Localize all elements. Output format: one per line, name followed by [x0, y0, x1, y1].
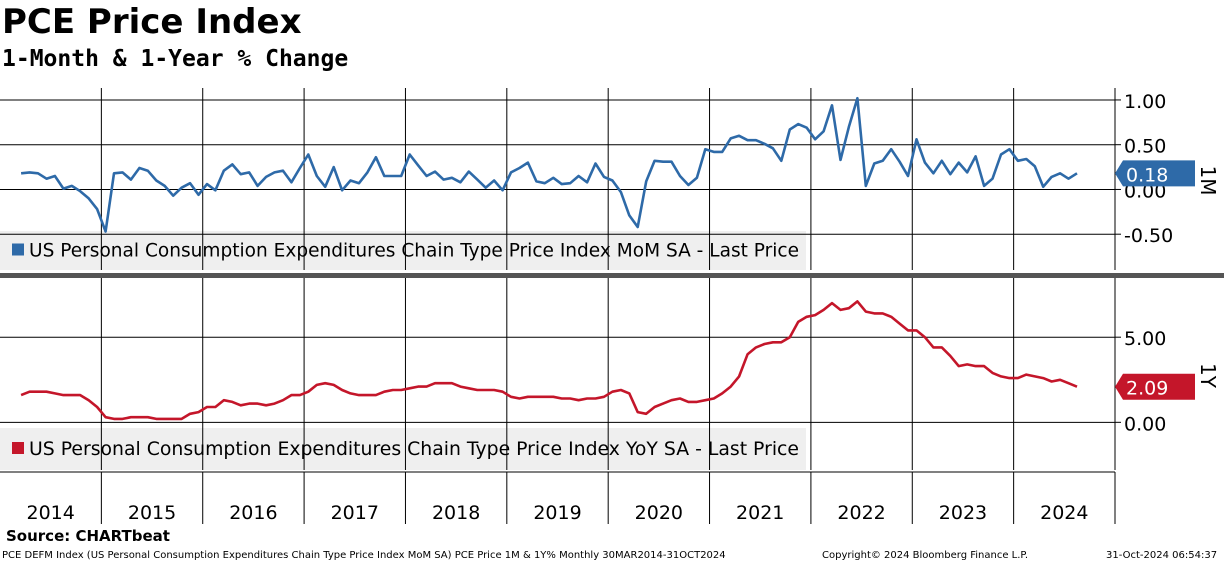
- series-line-1M: [20, 96, 1078, 233]
- x-tick-label: 2015: [128, 502, 176, 524]
- x-tick-label: 2014: [27, 502, 75, 524]
- y-tick-label: 5.00: [1124, 328, 1166, 350]
- panel-label: 1Y: [1196, 363, 1220, 389]
- legend-label: US Personal Consumption Expenditures Cha…: [29, 240, 799, 262]
- x-tick-label: 2024: [1040, 502, 1088, 524]
- x-tick-label: 2017: [331, 502, 379, 524]
- chart-title: PCE Price Index: [2, 2, 302, 42]
- x-tick-label: 2022: [837, 502, 885, 524]
- footer-timestamp: 31-Oct-2024 06:54:37: [1106, 550, 1218, 561]
- footer-copyright: Copyright© 2024 Bloomberg Finance L.P.: [822, 550, 1029, 561]
- x-tick-label: 2020: [635, 502, 683, 524]
- x-tick-label: 2019: [533, 502, 581, 524]
- legend-entry: US Personal Consumption Expenditures Cha…: [12, 240, 799, 262]
- last-value-label: 0.18: [1126, 164, 1168, 186]
- legend-label: US Personal Consumption Expenditures Cha…: [29, 438, 799, 460]
- legend-swatch: [12, 442, 24, 454]
- last-value-tag: 2.09: [1115, 373, 1195, 400]
- x-axis: 2014 2015 2016 2017 2018 2019 2020 2021 2022 2023…: [0, 471, 1116, 524]
- legend-band: [0, 231, 806, 270]
- last-value-box: [1115, 373, 1195, 400]
- legend-swatch: [12, 243, 24, 256]
- panel-label: 1M: [1196, 166, 1220, 196]
- y-tick-label: 1.00: [1124, 91, 1166, 113]
- pce-chart: -0.50 0.00 0.50 1.00 0.18 US Personal Consump…: [0, 88, 1224, 524]
- source-label: Source: CHARTbeat: [6, 527, 170, 545]
- legend-band: [0, 428, 806, 470]
- panel-separator: [0, 273, 1224, 278]
- chart-subtitle: 1-Month & 1-Year % Change: [2, 46, 349, 72]
- last-value-label: 2.09: [1126, 378, 1168, 400]
- y-tick-label: 0.00: [1124, 413, 1166, 435]
- last-value-box: [1115, 160, 1195, 187]
- y-tick-label: 0.50: [1124, 136, 1166, 158]
- x-tick-label: 2021: [736, 502, 784, 524]
- panel-1Y: 0.00 5.00 2.09 US Personal Consumption Expe…: [0, 278, 1220, 470]
- series-line-1Y: [20, 300, 1078, 421]
- legend-entry: US Personal Consumption Expenditures Cha…: [12, 438, 799, 460]
- x-tick-label: 2018: [432, 502, 480, 524]
- x-tick-label: 2023: [939, 502, 987, 524]
- footer-description: PCE DEFM Index (US Personal Consumption …: [2, 550, 726, 561]
- last-value-tag: 0.18: [1115, 160, 1195, 187]
- y-tick-label: -0.50: [1124, 225, 1173, 247]
- x-tick-label: 2016: [229, 502, 277, 524]
